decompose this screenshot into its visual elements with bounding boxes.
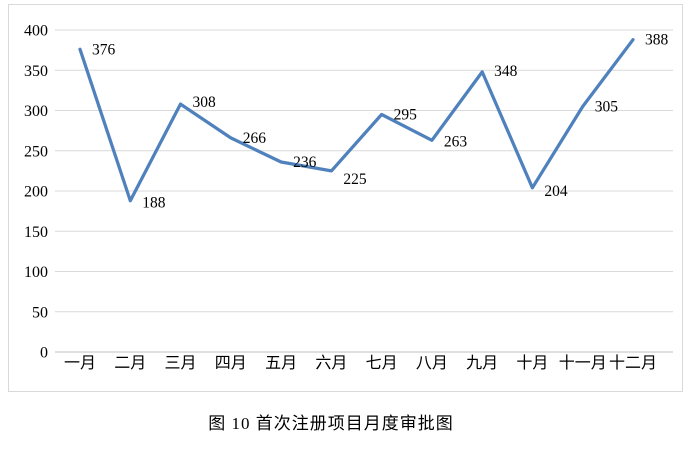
data-label: 225 bbox=[343, 171, 367, 188]
data-labels: 376 188 308 266 236 225 295 263 348 204 305 388 bbox=[92, 32, 668, 212]
x-tick-label: 九月 bbox=[466, 354, 498, 372]
figure-caption: 图 10 首次注册项目月度审批图 bbox=[208, 414, 454, 433]
y-tick-label: 400 bbox=[24, 23, 48, 40]
y-tick-label: 150 bbox=[24, 224, 48, 241]
line-chart: 0 50 100 150 200 250 300 350 400 一月 二月 三月 四月 五月 六月 七月 八月… bbox=[24, 23, 673, 372]
x-tick-label: 十一月 bbox=[559, 354, 607, 372]
data-label: 236 bbox=[293, 154, 317, 171]
data-label: 295 bbox=[394, 107, 418, 124]
y-tick-label: 250 bbox=[24, 143, 48, 160]
y-tick-label: 300 bbox=[24, 103, 48, 120]
data-label: 348 bbox=[494, 63, 518, 80]
x-tick-label: 八月 bbox=[416, 355, 448, 372]
x-tick-label: 七月 bbox=[366, 354, 398, 372]
data-label: 266 bbox=[243, 130, 267, 147]
data-label: 204 bbox=[544, 183, 568, 200]
gridlines bbox=[55, 29, 673, 353]
y-tick-label: 200 bbox=[24, 184, 48, 201]
data-label: 188 bbox=[142, 195, 166, 212]
x-tick-label: 六月 bbox=[315, 354, 347, 372]
y-tick-label: 100 bbox=[24, 264, 48, 281]
x-axis-labels: 一月 二月 三月 四月 五月 六月 七月 八月 九月 十月 十一月 十二月 bbox=[64, 354, 657, 372]
series-line bbox=[78, 38, 635, 203]
y-axis-tick-labels: 0 50 100 150 200 250 300 350 400 bbox=[24, 23, 48, 362]
data-series bbox=[78, 38, 635, 203]
x-tick-label: 四月 bbox=[215, 355, 247, 372]
x-tick-label: 三月 bbox=[165, 355, 197, 372]
data-label: 263 bbox=[444, 133, 468, 150]
x-tick-label: 十二月 bbox=[609, 354, 657, 372]
data-label: 388 bbox=[645, 32, 669, 49]
chart-area: 0 50 100 150 200 250 300 350 400 一月 二月 三月 四月 五月 六月 七月 八月… bbox=[8, 4, 683, 392]
x-tick-label: 十月 bbox=[516, 354, 548, 372]
data-label: 376 bbox=[92, 41, 116, 58]
data-label: 308 bbox=[193, 94, 217, 111]
x-tick-label: 二月 bbox=[114, 355, 146, 372]
data-label: 305 bbox=[595, 98, 619, 115]
y-tick-label: 350 bbox=[24, 63, 48, 80]
y-tick-label: 0 bbox=[40, 345, 48, 362]
x-tick-label: 一月 bbox=[64, 355, 96, 372]
x-tick-label: 五月 bbox=[265, 355, 297, 372]
y-tick-label: 50 bbox=[32, 304, 48, 321]
